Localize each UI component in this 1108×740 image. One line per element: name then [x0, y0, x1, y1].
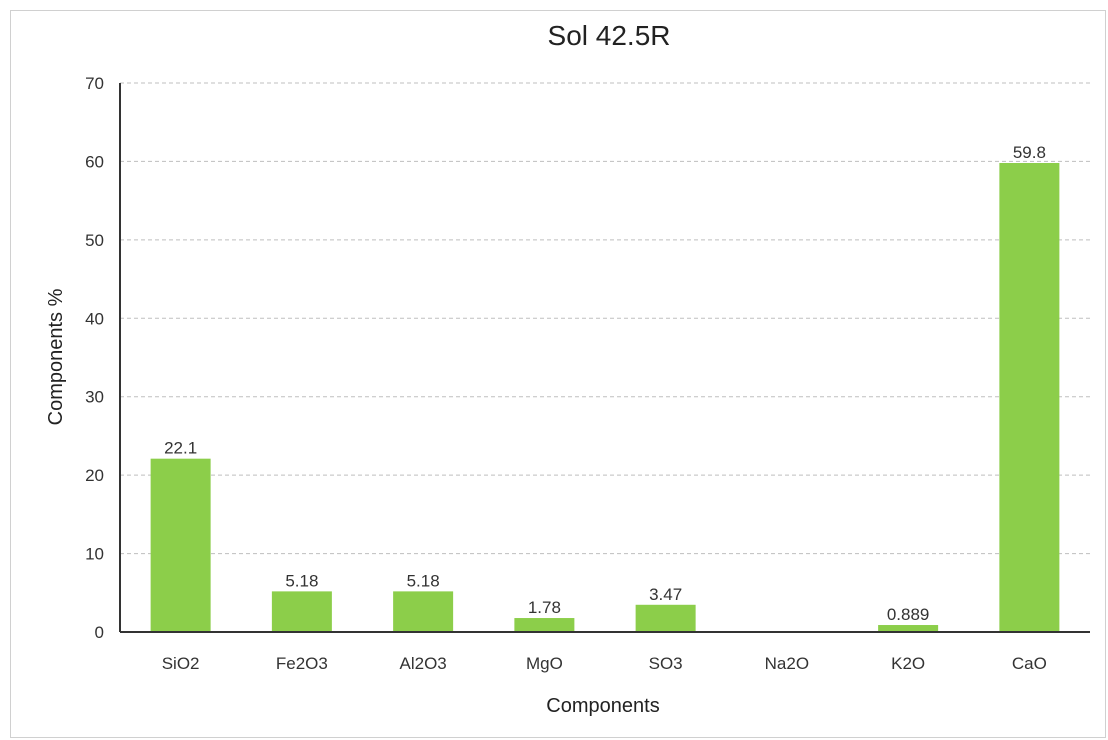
x-tick-label: Al2O3	[400, 654, 447, 673]
gridlines	[120, 82, 1090, 555]
y-tick-label: 30	[85, 388, 104, 407]
bar	[393, 591, 454, 632]
x-axis-ticks: SiO2 Fe2O3 Al2O3 MgO SO3 Na2O K2O CaO	[162, 654, 1047, 673]
data-label: 22.1	[164, 439, 197, 458]
data-label: 1.78	[528, 598, 561, 617]
bar	[999, 162, 1060, 633]
data-label: 5.18	[407, 571, 440, 590]
chart-title: Sol 42.5R	[548, 20, 671, 51]
x-tick-label: Na2O	[765, 654, 809, 673]
data-label: 3.47	[649, 585, 682, 604]
y-tick-label: 40	[85, 309, 104, 328]
y-tick-label: 60	[85, 152, 104, 171]
y-tick-label: 0	[95, 623, 104, 642]
bar	[271, 591, 332, 632]
x-tick-label: SiO2	[162, 654, 200, 673]
data-labels: 22.1 5.18 5.18 1.78 3.47 0.889 59.8	[164, 143, 1046, 624]
data-label: 5.18	[285, 571, 318, 590]
y-tick-label: 50	[85, 231, 104, 250]
x-tick-label: Fe2O3	[276, 654, 328, 673]
y-axis-ticks: 0 10 20 30 40 50 60 70	[85, 74, 104, 642]
x-tick-label: MgO	[526, 654, 563, 673]
data-label: 0.889	[887, 605, 930, 624]
bar	[514, 618, 575, 632]
y-tick-label: 20	[85, 466, 104, 485]
y-axis-title: Components %	[45, 288, 67, 425]
x-tick-label: CaO	[1012, 654, 1047, 673]
data-label: 59.8	[1013, 143, 1046, 162]
bar	[150, 458, 211, 632]
x-axis-title: Components	[546, 695, 659, 717]
bar	[878, 625, 939, 632]
bar	[635, 604, 696, 632]
x-tick-label: SO3	[649, 654, 683, 673]
y-tick-label: 10	[85, 545, 104, 564]
y-tick-label: 70	[85, 74, 104, 93]
bars	[150, 162, 1060, 633]
x-tick-label: K2O	[891, 654, 925, 673]
